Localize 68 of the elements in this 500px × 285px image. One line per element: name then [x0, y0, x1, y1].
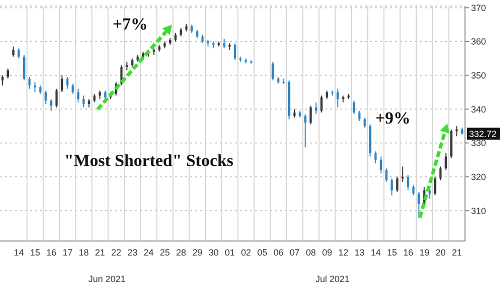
x-tick-label: 14 [370, 247, 381, 258]
x-tick-label: 25 [160, 247, 170, 258]
x-tick-label: 08 [306, 247, 316, 258]
candlestick [390, 178, 393, 196]
x-tick-label: 21 [452, 247, 462, 258]
x-tick-label: 16 [403, 247, 414, 258]
x-tick-label: 22 [111, 247, 122, 258]
candlestick [6, 68, 10, 80]
y-tick-label: 340 [471, 104, 486, 114]
candlestick [77, 88, 80, 103]
candlestick [358, 110, 360, 122]
candlestick [310, 105, 312, 125]
x-tick-label: 19 [419, 247, 430, 258]
candlestick [396, 176, 398, 192]
x-tick-label: 15 [30, 247, 40, 258]
x-tick-label: 20 [436, 247, 446, 258]
y-tick-label: 350 [471, 70, 486, 81]
candlestick [50, 98, 52, 112]
candlestick [23, 54, 26, 81]
text: Jul 2021 [315, 274, 350, 284]
x-tick-label: 13 [354, 247, 365, 258]
y-tick-label: 360 [471, 36, 486, 47]
candlestick [12, 46, 14, 58]
y-tick-label: 310 [471, 206, 486, 216]
x-tick-label: 12 [338, 247, 348, 258]
x-tick-label: 02 [241, 247, 252, 258]
candlestick [44, 90, 47, 105]
y-tick-label: 320 [471, 172, 486, 182]
annotation: 332.72 [469, 129, 497, 140]
x-tick-label: 05 [257, 247, 268, 258]
x-tick-label: 01 [224, 247, 235, 258]
candlestick [314, 102, 318, 115]
annotation: +7% [112, 14, 148, 34]
x-tick-label: 14 [14, 247, 24, 258]
candlestick [60, 74, 64, 93]
candlestick [28, 76, 31, 90]
candlestick [304, 114, 306, 148]
candlestick [456, 126, 458, 137]
x-tick-label: 23 [127, 247, 138, 258]
x-tick-label: 07 [290, 247, 300, 258]
candlestick [364, 117, 366, 128]
candlestick [374, 150, 377, 164]
y-tick-label: 330 [471, 138, 486, 148]
x-tick-label: 21 [95, 247, 106, 258]
y-tick-label: 370 [471, 2, 486, 13]
x-tick-label: 06 [273, 247, 284, 258]
x-tick-label: 16 [46, 247, 56, 258]
annotation: +9% [375, 108, 411, 128]
text: "Most Shorted" Stocks [64, 150, 234, 170]
x-tick-label: 29 [192, 247, 202, 258]
candlestick [282, 78, 285, 84]
candlestick [66, 76, 69, 90]
candlestick [272, 61, 274, 81]
x-tick-label: 30 [208, 247, 219, 258]
candlestick [72, 83, 74, 94]
x-tick-label: 15 [387, 247, 398, 258]
candlestick [223, 38, 226, 49]
candlestick [18, 48, 20, 59]
x-tick-label: 09 [322, 247, 332, 258]
candlestick [1, 74, 4, 86]
x-tick-label: 28 [176, 247, 186, 258]
candlestick [336, 88, 339, 108]
x-tick-label: 17 [62, 247, 73, 258]
candlestick [418, 191, 420, 219]
candlestick [444, 152, 447, 170]
x-tick-label: 24 [144, 247, 154, 258]
text: Jun 2021 [88, 274, 126, 284]
x-tick-label: 18 [78, 247, 89, 258]
